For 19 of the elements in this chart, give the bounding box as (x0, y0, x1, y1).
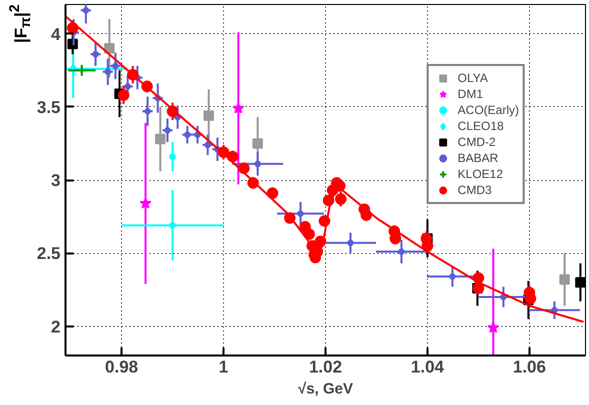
y-tick-label: 2 (51, 317, 61, 336)
legend-label: CLEO18 (458, 119, 504, 133)
legend-label: OLYA (458, 71, 488, 85)
x-tick-label: 1.06 (512, 358, 546, 376)
y-tick-label: 3 (51, 171, 61, 190)
legend-label: BABAR (458, 151, 498, 165)
y-tick-label: 2.5 (36, 244, 61, 264)
y-tick-label: 3.5 (36, 98, 61, 117)
y-tick-label: 4 (51, 24, 62, 44)
x-axis-title: √s, GeV (298, 380, 353, 398)
x-tick-label: 1.04 (410, 358, 445, 376)
legend-label: ACO(Early) (458, 103, 519, 117)
legend-label: CMD3 (458, 183, 492, 197)
x-tick-label: 1.02 (308, 358, 342, 376)
x-tick-label: 0.98 (105, 358, 138, 376)
legend-label: DM1 (458, 87, 483, 101)
legend-label: KLOE12 (458, 167, 504, 181)
x-tick-label: 1 (218, 358, 228, 376)
legend-label: CMD-2 (458, 135, 496, 149)
